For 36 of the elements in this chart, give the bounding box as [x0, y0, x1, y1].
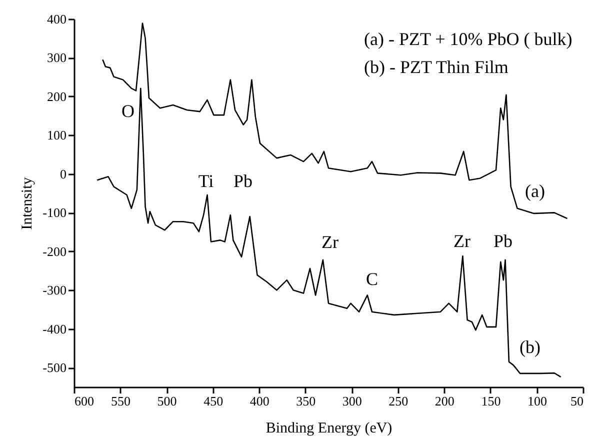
- x-tick-label: 100: [527, 394, 547, 408]
- annotation: (a): [525, 181, 545, 201]
- y-tick-label: 400: [47, 12, 66, 26]
- annotation: (b) - PZT Thin Film: [364, 57, 508, 77]
- annotation: (b): [520, 337, 540, 357]
- x-tick-label: 600: [74, 394, 94, 408]
- y-tick-label: 100: [47, 128, 66, 143]
- x-tick-label: 250: [388, 394, 408, 408]
- annotation: Zr: [322, 232, 338, 252]
- x-tick-label: 50: [570, 394, 584, 408]
- x-tick-label: 550: [111, 394, 131, 408]
- x-tick-label: 350: [296, 394, 316, 408]
- y-tick-label: 300: [47, 50, 66, 66]
- x-tick-label: 500: [157, 394, 177, 408]
- y-tick-label: -400: [42, 321, 66, 336]
- x-tick-label: 400: [250, 394, 270, 408]
- x-tick-label: 300: [342, 394, 362, 408]
- annotation: O: [122, 101, 134, 121]
- y-tick-label: 0: [60, 166, 66, 182]
- y-tick-label: -100: [42, 205, 66, 220]
- annotation: Pb: [233, 171, 253, 191]
- y-tick-label: 200: [47, 88, 66, 104]
- annotation: Pb: [493, 231, 513, 251]
- annotation: Zr: [454, 231, 470, 251]
- x-axis-title: Binding Energy (eV): [266, 420, 392, 436]
- annotation: (a) - PZT + 10% PbO ( bulk): [364, 29, 572, 49]
- y-axis-title: Intensity: [20, 176, 36, 230]
- line-series: [96, 88, 562, 378]
- y-tick-label: -500: [42, 360, 66, 376]
- y-tick-label: -200: [42, 244, 66, 259]
- y-tick-label: -300: [42, 282, 66, 298]
- x-tick-label: 200: [434, 394, 454, 408]
- x-tick-label: 450: [204, 394, 224, 408]
- annotation: C: [366, 269, 378, 289]
- x-tick-label: 150: [481, 394, 501, 408]
- annotation: Ti: [198, 171, 214, 191]
